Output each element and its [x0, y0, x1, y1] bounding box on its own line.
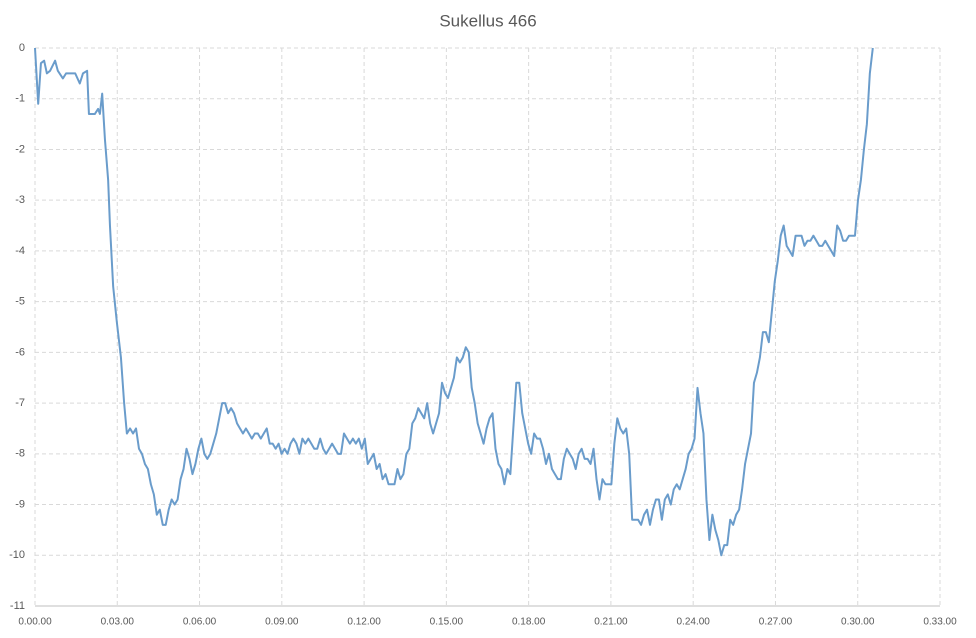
y-tick-label: -9 — [15, 498, 25, 510]
y-tick-label: -11 — [10, 600, 25, 612]
x-tick-label: 0.15.00 — [430, 617, 464, 628]
x-tick-label: 0.00.00 — [18, 617, 52, 628]
x-tick-label: 0.09.00 — [265, 617, 299, 628]
x-tick-label: 0.12.00 — [347, 617, 381, 628]
y-tick-label: -2 — [15, 143, 25, 155]
y-tick-label: -4 — [15, 245, 25, 257]
x-tick-label: 0.33.00 — [923, 617, 957, 628]
y-tick-label: -6 — [15, 346, 25, 358]
y-tick-label: -3 — [15, 194, 25, 206]
y-tick-label: -1 — [15, 93, 25, 105]
line-series — [34, 47, 874, 557]
y-tick-label: 0 — [19, 42, 25, 54]
x-tick-label: 0.06.00 — [183, 617, 217, 628]
x-tick-label: 0.30.00 — [841, 617, 875, 628]
x-tick-label: 0.27.00 — [759, 617, 793, 628]
y-tick-label: -8 — [15, 448, 25, 460]
x-tick-label: 0.21.00 — [594, 617, 628, 628]
y-tick-label: -5 — [15, 296, 25, 308]
x-tick-label: 0.03.00 — [101, 617, 135, 628]
chart-title: Sukellus 466 — [439, 11, 536, 30]
y-tick-label: -7 — [15, 397, 25, 409]
x-tick-label: 0.24.00 — [676, 617, 710, 628]
x-tick-label: 0.18.00 — [512, 617, 546, 628]
y-tick-label: -10 — [9, 549, 25, 561]
